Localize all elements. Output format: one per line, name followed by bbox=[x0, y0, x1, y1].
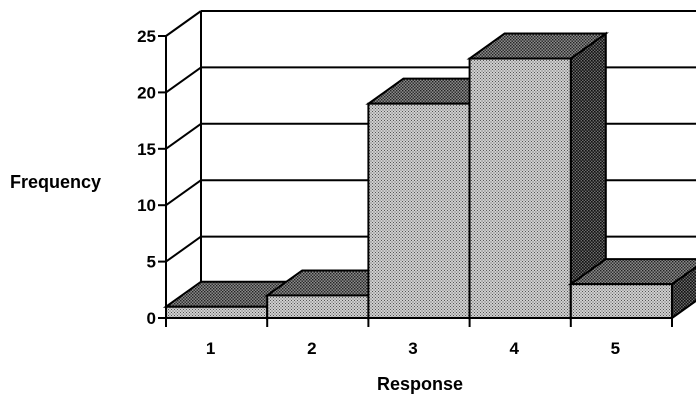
bar-front-5 bbox=[569, 283, 673, 320]
x-tick-label-4: 4 bbox=[509, 339, 519, 358]
bar-5 bbox=[567, 258, 696, 320]
gridline-wall-15 bbox=[165, 122, 202, 150]
bar-front-3 bbox=[367, 102, 471, 320]
bar-front-4 bbox=[468, 57, 572, 320]
y-tick-label-15: 15 bbox=[137, 140, 156, 159]
y-tick-label-25: 25 bbox=[137, 27, 156, 46]
bars-group bbox=[162, 31, 696, 320]
x-tick-label-2: 2 bbox=[307, 339, 316, 358]
y-tick-label-5: 5 bbox=[147, 253, 156, 272]
axes-group: 0 5 10 15 20 25 1 2 3 4 5 bbox=[137, 27, 673, 358]
gridline-wall-20 bbox=[165, 66, 202, 94]
bar-front-2 bbox=[266, 294, 370, 320]
y-axis-title: Frequency bbox=[10, 172, 101, 192]
x-tick-label-1: 1 bbox=[206, 339, 215, 358]
x-tick-label-3: 3 bbox=[408, 339, 417, 358]
y-tick-label-20: 20 bbox=[137, 83, 156, 102]
gridline-wall-5 bbox=[165, 235, 202, 263]
x-axis-title: Response bbox=[377, 374, 463, 394]
gridline-wall-25 bbox=[165, 10, 202, 37]
y-tick-label-0: 0 bbox=[147, 309, 156, 328]
y-tick-label-10: 10 bbox=[137, 196, 156, 215]
bar-front-1 bbox=[165, 305, 269, 320]
x-tick-label-5: 5 bbox=[611, 339, 620, 358]
gridline-wall-10 bbox=[165, 179, 202, 207]
